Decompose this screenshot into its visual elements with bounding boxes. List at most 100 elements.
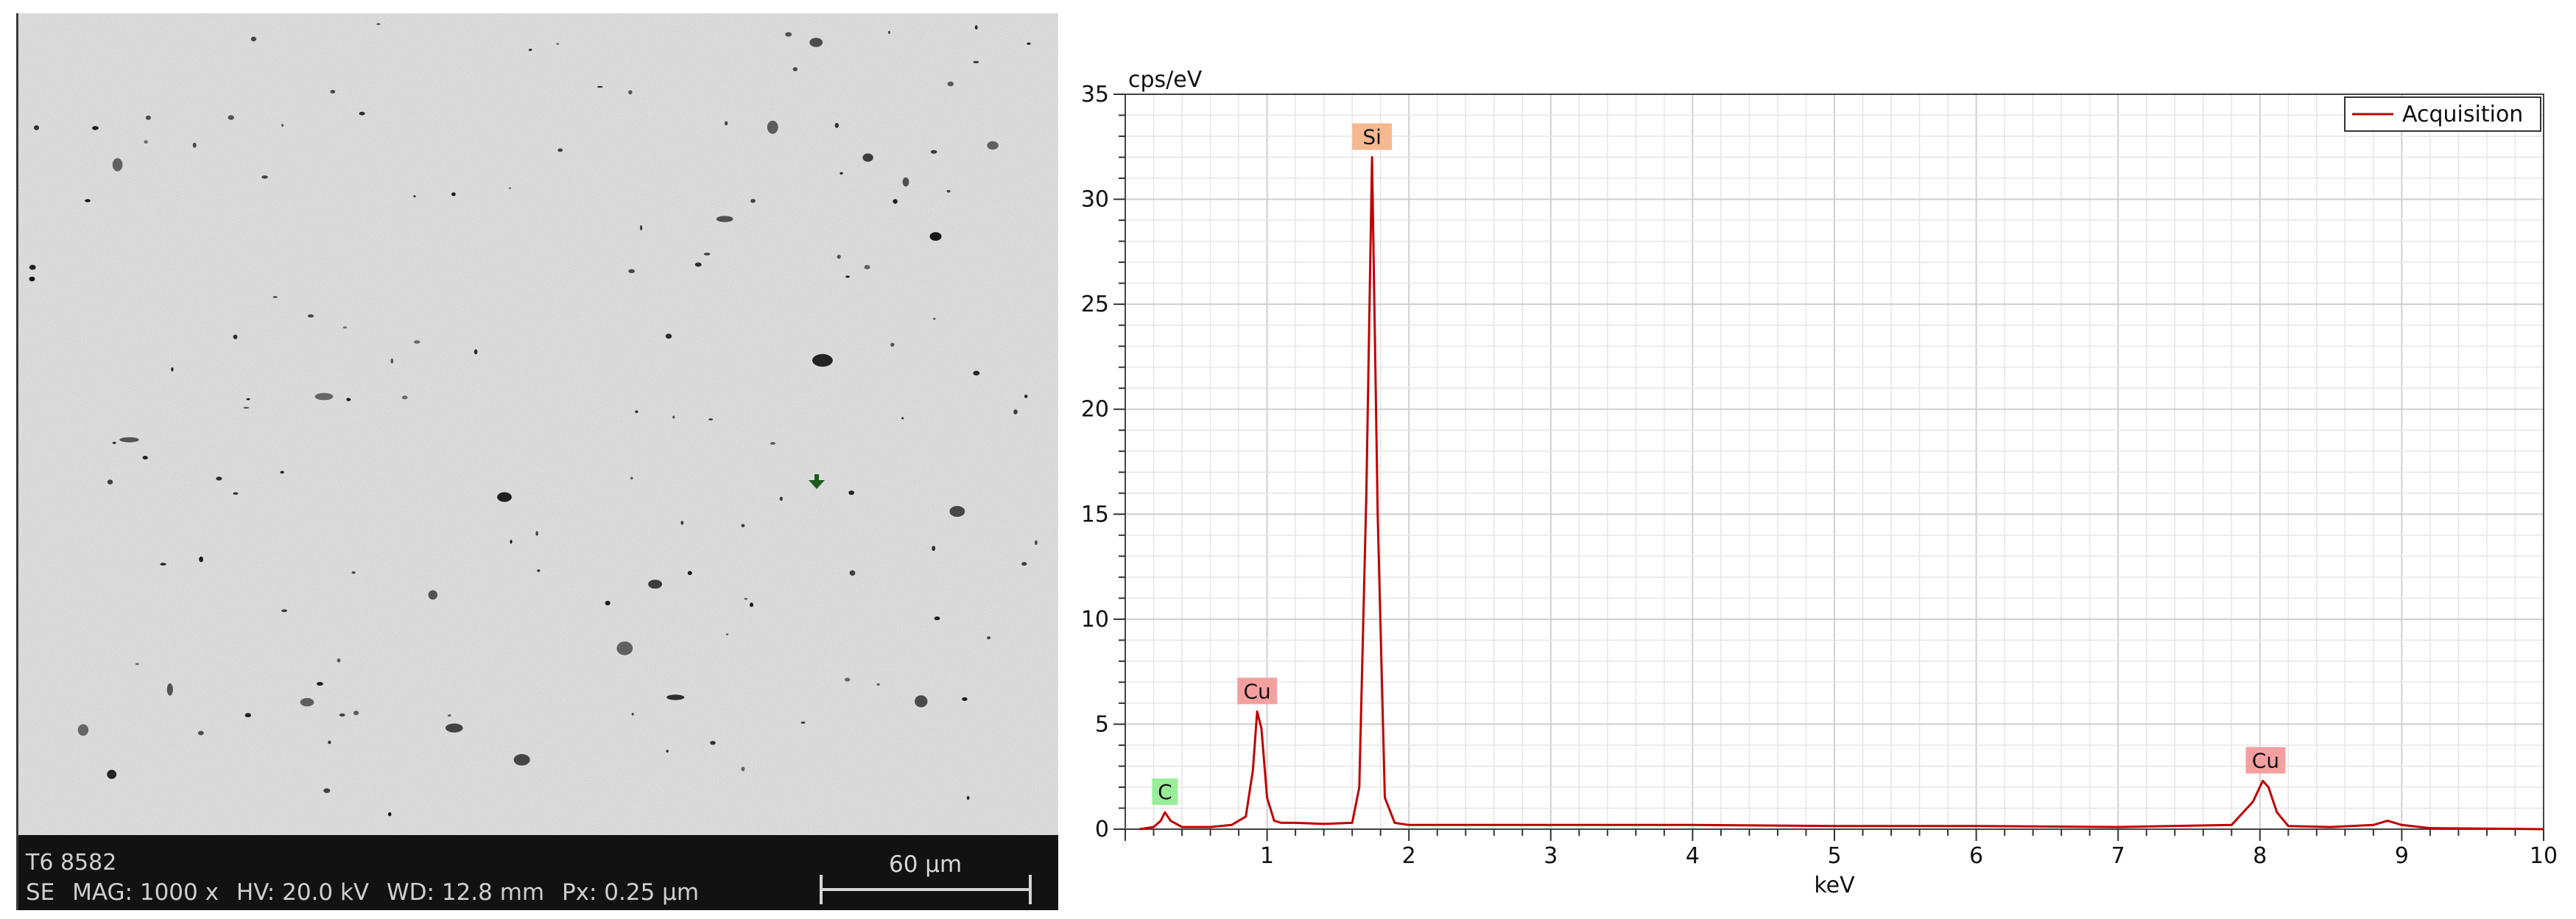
sem-particle <box>630 476 633 480</box>
sem-particle <box>890 342 895 347</box>
sem-particle <box>848 490 855 496</box>
sem-particle <box>474 349 478 355</box>
sem-particle <box>628 90 633 95</box>
sem-particle <box>388 812 392 817</box>
sem-particle <box>876 683 880 686</box>
peak-label-box <box>1237 677 1278 705</box>
sem-particle <box>792 67 798 71</box>
sem-particle <box>351 571 356 574</box>
x-tick-label: 7 <box>2111 843 2125 869</box>
sem-particle <box>376 23 381 26</box>
sem-particle <box>902 177 909 187</box>
sem-particle <box>537 569 541 572</box>
sem-particle <box>244 713 251 718</box>
sem-particle <box>694 262 702 267</box>
sem-particle <box>849 570 856 576</box>
sem-particle <box>726 633 728 635</box>
y-tick-label: 5 <box>1095 711 1109 737</box>
sem-particle <box>949 506 965 517</box>
sem-particle <box>107 479 113 485</box>
high-voltage: HV: 20.0 kV <box>236 879 370 906</box>
sem-particle <box>741 767 745 772</box>
peak-annotations: C Cu Si Cu <box>1152 123 2286 806</box>
sem-particle <box>987 636 991 640</box>
sem-particle <box>834 122 840 128</box>
sem-particle <box>946 189 951 193</box>
sem-particle <box>934 616 940 621</box>
peak-label-box <box>1152 778 1178 806</box>
sem-particle <box>966 795 970 800</box>
sem-particle <box>144 140 148 144</box>
sem-particle <box>166 683 173 696</box>
peak-label-cu: Cu <box>2252 748 2279 772</box>
sem-particle <box>844 677 851 682</box>
sem-particle <box>628 269 635 273</box>
sem-particle <box>246 398 250 401</box>
x-tick-label: 1 <box>1260 843 1274 869</box>
y-tick-label: 0 <box>1095 817 1109 842</box>
sem-particle <box>513 754 530 766</box>
sem-particle <box>142 456 148 460</box>
sem-particle <box>725 121 728 126</box>
sem-particle <box>413 195 416 197</box>
sem-particle <box>197 730 204 736</box>
sem-particle <box>199 556 203 563</box>
sem-grain <box>18 13 1058 838</box>
sem-image-panel: T6 8582 SE MAG: 1000 x HV: 20.0 kV WD: 1… <box>16 13 1058 910</box>
magnification: MAG: 1000 x <box>72 879 219 906</box>
sem-micrograph <box>18 13 1058 838</box>
sem-particle <box>779 496 784 501</box>
chart-legend: Acquisition <box>2344 96 2541 132</box>
sem-particle <box>77 724 89 736</box>
y-axis-title: cps/eV <box>1128 67 1203 93</box>
sem-particle <box>933 317 936 320</box>
sem-particle <box>85 199 91 203</box>
sem-particle <box>987 141 999 150</box>
detector-mode: SE <box>26 879 55 906</box>
legend-label: Acquisition <box>2402 102 2523 127</box>
sample-id: T6 8582 <box>26 850 117 876</box>
sem-particle <box>328 740 331 744</box>
sem-particles <box>29 23 1038 817</box>
x-axis-title: keV <box>1814 873 1855 898</box>
sem-particle <box>750 602 753 608</box>
sem-particle <box>1035 540 1038 546</box>
sem-particle <box>887 30 891 35</box>
x-tick-label: 4 <box>1686 843 1700 869</box>
sem-particle <box>160 563 166 566</box>
sem-particle <box>716 216 733 222</box>
sem-particle <box>330 90 336 94</box>
sem-particle <box>281 609 287 613</box>
sem-particle <box>509 187 511 189</box>
sem-particle <box>556 43 560 45</box>
sem-particle <box>29 264 36 270</box>
eds-spectrum-chart: 1 2 3 4 5 6 7 8 9 10 0 5 10 15 20 25 30 35 C Cu Si Cu Acquis… <box>1081 67 2558 898</box>
sem-particle <box>915 695 928 708</box>
sem-particle <box>401 395 408 400</box>
y-tick-label: 20 <box>1081 397 1109 423</box>
working-distance: WD: 12.8 mm <box>387 879 545 906</box>
sem-particle <box>862 153 873 162</box>
sem-particle <box>597 85 603 88</box>
pixel-size: Px: 0.25 µm <box>561 879 700 906</box>
sem-particle <box>342 326 348 329</box>
sem-particle <box>640 225 643 230</box>
peak-label-c: C <box>1158 780 1172 804</box>
sem-particle <box>864 264 870 270</box>
sem-particle <box>171 367 174 372</box>
sem-particle <box>785 32 792 37</box>
sem-particle <box>272 296 278 298</box>
sem-particle <box>680 521 684 525</box>
sem-particle <box>428 590 437 600</box>
sem-particle <box>136 663 139 666</box>
y-tick-label: 30 <box>1081 187 1109 213</box>
sem-particle <box>317 682 323 686</box>
sem-particle <box>413 340 420 344</box>
sem-particle <box>300 697 314 707</box>
chart-axes: 1 2 3 4 5 6 7 8 9 10 0 5 10 15 20 25 30 35 <box>1081 82 2558 869</box>
sem-particle <box>1024 395 1028 398</box>
x-tick-label: 8 <box>2253 843 2267 869</box>
peak-label-box <box>1352 123 1393 150</box>
sem-particle <box>741 524 745 528</box>
x-tick-label: 6 <box>1969 843 1983 869</box>
